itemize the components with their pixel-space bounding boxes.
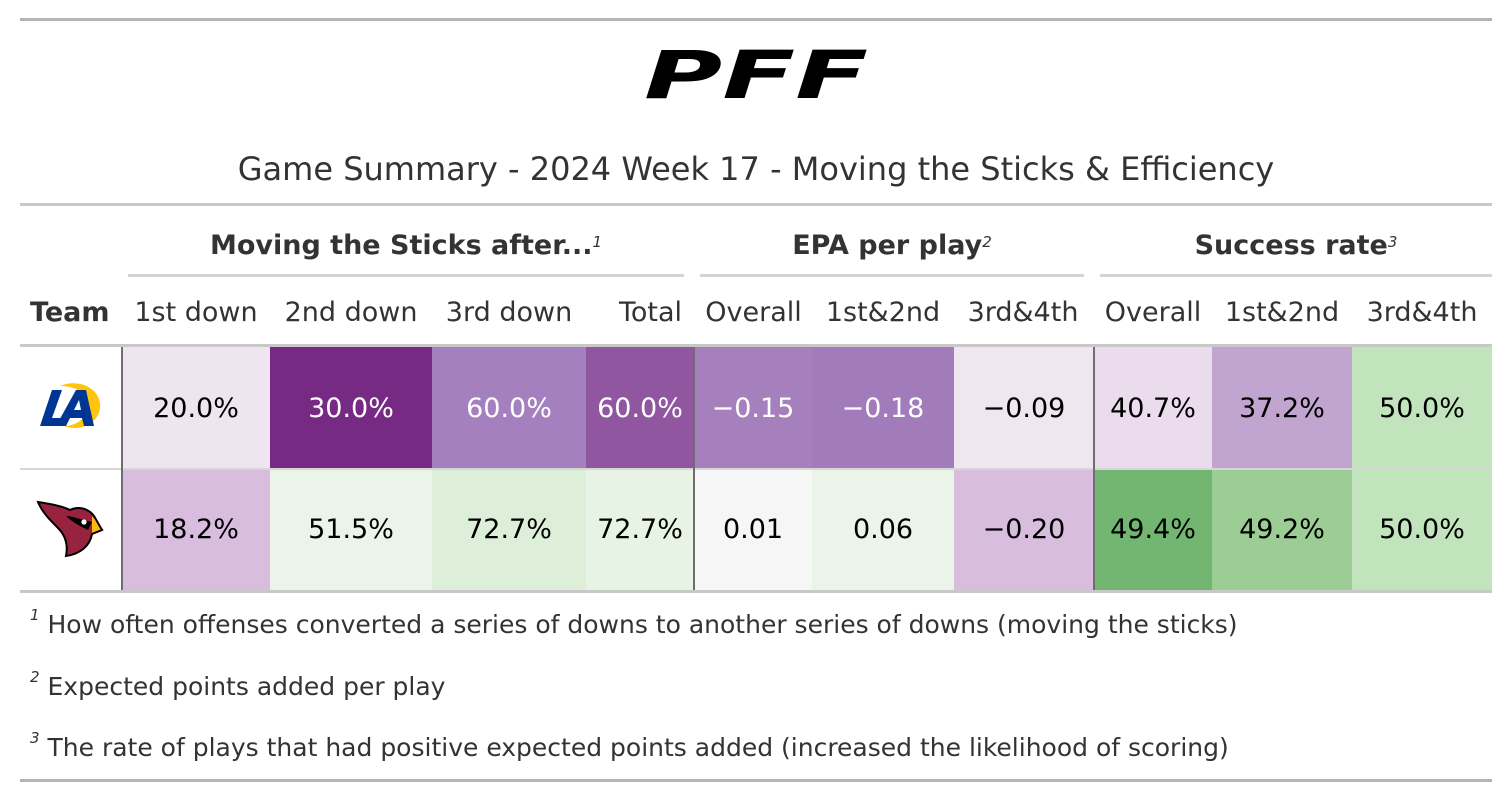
title-rule — [20, 203, 1492, 206]
column-header: Overall — [1104, 297, 1202, 328]
top-rule — [20, 18, 1492, 21]
table-cell: 60.0% — [586, 347, 694, 469]
column-group-divider — [693, 347, 695, 590]
column-header: 1st&2nd — [1224, 297, 1340, 328]
table-cell: 51.5% — [270, 469, 432, 590]
cardinals-logo-icon — [36, 500, 104, 558]
column-header: 1st down — [134, 297, 258, 328]
table-cell: 18.2% — [122, 469, 270, 590]
table-cell: −0.20 — [954, 469, 1094, 590]
table-cell: 20.0% — [122, 347, 270, 469]
spanner-epa: EPA per play2 — [792, 230, 992, 261]
body-bottom-rule — [20, 590, 1492, 593]
table-cell: 37.2% — [1212, 347, 1352, 469]
table-title: Game Summary - 2024 Week 17 - Moving the… — [237, 150, 1275, 188]
spanner-underline-success-rate — [1100, 274, 1492, 277]
table-cell: 30.0% — [270, 347, 432, 469]
footnote: 1 How often offenses converted a series … — [30, 606, 1238, 639]
footnote: 3 The rate of plays that had positive ex… — [30, 729, 1229, 762]
spanner-underline-epa — [700, 274, 1084, 277]
table-cell: −0.15 — [694, 347, 812, 469]
table-cell: 72.7% — [432, 469, 586, 590]
spanner-underline-moving-sticks — [128, 274, 684, 277]
bottom-rule — [20, 779, 1492, 782]
svg-text:PFF: PFF — [644, 46, 868, 104]
table-cell: 50.0% — [1352, 469, 1492, 590]
column-header: 2nd down — [284, 297, 418, 328]
table-cell: 49.4% — [1094, 469, 1212, 590]
column-group-divider — [121, 347, 123, 590]
column-group-divider — [1093, 347, 1095, 590]
column-header: 3rd&4th — [1366, 297, 1478, 328]
column-header: 1st&2nd — [825, 297, 941, 328]
table-cell: 0.01 — [694, 469, 812, 590]
table-cell: −0.18 — [812, 347, 954, 469]
column-header: Overall — [705, 297, 802, 328]
row-separator — [20, 468, 1492, 470]
table-cell: 0.06 — [812, 469, 954, 590]
rams-logo-icon — [40, 383, 101, 428]
column-header: 3rd down — [445, 297, 573, 328]
table-cell: 40.7% — [1094, 347, 1212, 469]
column-header: Total — [618, 297, 682, 328]
table-cell: 50.0% — [1352, 347, 1492, 469]
table-cell: −0.09 — [954, 347, 1094, 469]
column-header: 3rd&4th — [967, 297, 1079, 328]
footnote: 2 Expected points added per play — [30, 668, 446, 701]
pff-logo: PFF — [644, 46, 868, 104]
header-rule — [20, 344, 1492, 347]
column-header-team: Team — [30, 297, 110, 328]
table-cell: 49.2% — [1212, 469, 1352, 590]
table-cell: 72.7% — [586, 469, 694, 590]
table-cell: 60.0% — [432, 347, 586, 469]
spanner-success-rate: Success rate3 — [1194, 230, 1398, 261]
spanner-moving-sticks: Moving the Sticks after...1 — [209, 230, 603, 261]
